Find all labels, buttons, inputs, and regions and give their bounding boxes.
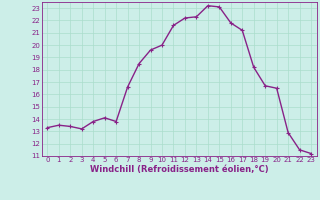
X-axis label: Windchill (Refroidissement éolien,°C): Windchill (Refroidissement éolien,°C) (90, 165, 268, 174)
